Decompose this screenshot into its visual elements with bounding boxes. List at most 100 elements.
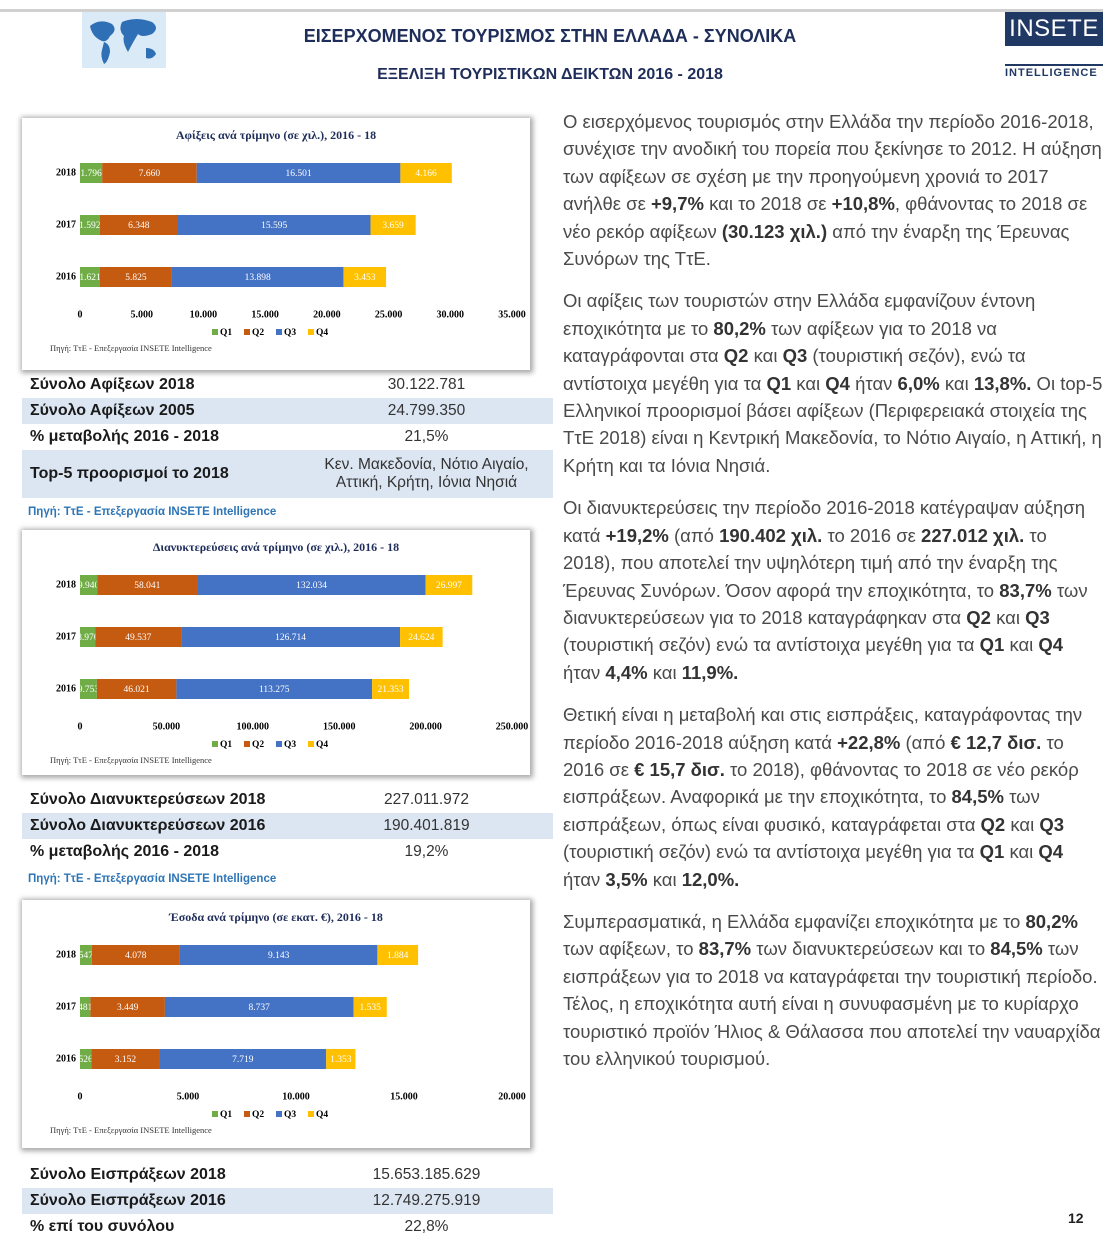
value-label: 113.275 [259,685,290,695]
text-run: των εισπράξεων, όπως είναι φυσικό, καταγ… [563,786,1040,835]
legend-label: Q1 [220,740,232,750]
value-label: 1.535 [359,1003,381,1013]
row-value: 30.122.781 [387,376,466,393]
bar-segment [159,1049,327,1069]
text-run: των εισπράξεων για το 2018 να καταγράφετ… [563,938,1101,1069]
table-source: Πηγή: ΤτΕ - Επεξεργασία INSETE Intellige… [28,873,277,885]
y-tick-label: 2018 [56,949,76,960]
legend-swatch [244,329,250,335]
x-tick-label: 35.000 [498,309,526,320]
row-label: Σύνολο Διανυκτερεύσεων 2016 [30,817,266,834]
bold-text: Q4 [1038,841,1064,863]
y-tick-label: 2017 [56,631,76,642]
y-tick-label: 2018 [56,167,76,178]
text-run: το 2016 σε [563,731,1064,780]
bar-segment [95,627,182,647]
bar-segment [96,679,177,699]
legend-swatch [244,1111,250,1117]
bar-segment [80,1049,92,1069]
text-run: από την έναρξη της Έρευνας Συνόρων της Τ… [563,220,1070,270]
table-source: Πηγή: ΤτΕ - Επεξεργασία INSETE Intellige… [28,506,277,518]
y-tick-label: 2016 [56,1053,76,1064]
text-run: των αφίξεων, το [563,938,699,960]
bold-text: 11,9%. [681,661,739,683]
bold-text: 6,0% [897,372,940,394]
row-value: 227.011.972 [383,791,470,808]
value-label: 7.660 [139,169,161,179]
value-label: 9.143 [268,951,290,961]
bold-text: 84,5% [951,786,1004,808]
row-label: % μεταβολής 2016 - 2018 [30,428,219,445]
bar-segment [372,679,410,699]
bar-segment [196,163,401,183]
text-run: , φθάνοντας το 2018 σε νέο ρεκόρ αφίξεων [563,193,1088,242]
text-run: και [1005,813,1040,835]
text-run: των διανυκτερεύσεων για το 2018 καταγράφ… [563,579,1088,628]
x-tick-label: 0 [78,309,83,320]
text-run: Οι διανυκτερεύσεις την περίοδο 2016-2018… [563,497,1086,546]
text-run: και [748,345,783,367]
row-value: 22,8% [404,1218,449,1235]
row-value: 190.401.819 [383,817,470,834]
y-tick-label: 2017 [56,219,76,230]
paragraph: Συμπερασματικά, η Ελλάδα εμφανίζει εποχι… [563,908,1103,1072]
value-label: 9.940 [78,581,100,591]
text-run: ήταν [563,661,606,683]
bar-segment [353,997,387,1017]
legend-swatch [244,741,250,747]
value-label: 24.624 [408,633,434,643]
bar-segment [171,267,344,287]
value-label: 1.353 [330,1055,352,1065]
y-tick-label: 2017 [56,1001,76,1012]
paragraph: Οι αφίξεις των τουριστών στην Ελλάδα εμφ… [563,287,1103,479]
bar-segment [80,163,103,183]
text-run: και [647,661,682,683]
x-tick-label: 25.000 [375,309,403,320]
x-tick-label: 0 [78,721,83,732]
bold-text: € 15,7 δισ. [634,758,725,780]
bold-text: 227.012 χιλ. [921,524,1025,546]
row-value: 24.799.350 [387,402,466,419]
value-label: 3.453 [354,273,376,283]
value-label: 46.021 [124,685,150,695]
table-row: Σύνολο Αφίξεων 2018 30.122.781 [22,372,553,398]
x-tick-label: 10.000 [190,309,218,320]
value-label: 1.796 [80,169,102,179]
value-label: 16.501 [285,169,311,179]
value-label: 526 [79,1055,94,1065]
legend-label: Q2 [252,1110,264,1120]
bar-segment [400,163,452,183]
bar-segment [102,163,197,183]
bold-text: 84,5% [990,938,1043,960]
paragraph: Ο εισερχόμενος τουρισμός στην Ελλάδα την… [563,108,1103,272]
bar-segment [179,945,378,965]
value-label: 3.659 [382,221,404,231]
paragraph: Οι διανυκτερεύσεις την περίοδο 2016-2018… [563,494,1103,686]
bar-segment [181,627,401,647]
text-run: Συμπερασματικά, η Ελλάδα εμφανίζει εποχι… [563,910,1026,932]
value-label: 5.825 [125,273,147,283]
text-run: και [791,372,826,394]
summary-table: Σύνολο Διανυκτερεύσεων 2018 227.011.972 Σύ… [22,787,553,885]
logo: INSETE [1005,12,1103,46]
bar-segment [326,1049,356,1069]
value-label: 3.449 [117,1003,139,1013]
bold-text: 190.402 χιλ. [719,524,823,546]
bar-segment [97,575,198,595]
bold-text: 13,8%. [973,372,1032,394]
x-tick-label: 50.000 [153,721,181,732]
text-run: (από [900,731,951,753]
bold-text: +9,7% [650,193,704,215]
bar-segment [80,627,96,647]
bold-text: 4,4% [605,661,648,683]
x-tick-label: 150.000 [323,721,356,732]
value-label: 1.621 [79,273,101,283]
chart-source: Πηγή: ΤτΕ - Επεξεργασία INSETE Intellige… [50,1125,212,1135]
legend-label: Q3 [284,1110,296,1120]
text-run: των διανυκτερεύσεων και το [751,938,991,960]
legend-swatch [308,329,314,335]
table-row: Σύνολο Διανυκτερεύσεων 2018 227.011.972 [22,787,553,813]
bold-text: 12,0%. [681,868,740,890]
bold-text: Q2 [723,345,749,367]
